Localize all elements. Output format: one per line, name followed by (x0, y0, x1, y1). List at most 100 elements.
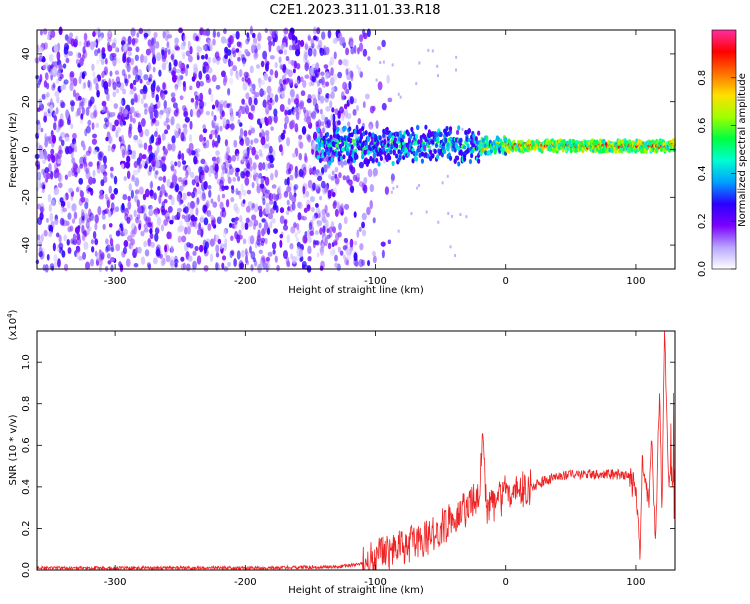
heatmap-noise-cell (75, 187, 80, 193)
heatmap-noise-cell (207, 39, 212, 47)
heatmap-noise-cell (107, 210, 112, 218)
heatmap-signal-cell (409, 134, 413, 140)
heatmap-signal-cell (338, 143, 342, 150)
heatmap-noise-cell (103, 117, 109, 123)
heatmap-noise-cell (116, 81, 122, 88)
heatmap-noise-cell (386, 74, 390, 84)
heatmap-noise-cell (95, 83, 99, 92)
heatmap-noise-cell (132, 117, 136, 124)
y-tick-label: -40 (21, 237, 32, 253)
heatmap-noise-cell (154, 170, 158, 179)
heatmap-noise-cell (229, 77, 234, 85)
heatmap-noise-cell (76, 110, 80, 116)
heatmap-noise-cell (102, 223, 106, 230)
heatmap-noise-cell (295, 44, 301, 54)
heatmap-noise-cell (146, 262, 151, 268)
heatmap-signal-cell (414, 134, 419, 140)
heatmap-noise-cell (342, 254, 346, 260)
heatmap-signal-cell (417, 139, 421, 145)
heatmap-noise-cell (38, 47, 44, 53)
heatmap-noise-cell (153, 131, 158, 138)
heatmap-noise-cell (55, 107, 59, 115)
heatmap-noise-cell (129, 82, 134, 90)
heatmap-noise-cell (396, 185, 399, 189)
heatmap-noise-cell (170, 160, 174, 167)
heatmap-noise-cell (82, 234, 86, 242)
heatmap-noise-cell (59, 217, 65, 226)
heatmap-noise-cell (165, 212, 169, 220)
heatmap-noise-cell (451, 214, 454, 218)
heatmap-noise-cell (238, 234, 243, 240)
heatmap-noise-cell (177, 176, 183, 183)
colorbar-gradient (711, 29, 737, 270)
heatmap-noise-cell (158, 69, 162, 77)
heatmap-noise-cell (357, 118, 362, 125)
heatmap-noise-cell (126, 155, 131, 163)
heatmap-noise-cell (290, 119, 296, 129)
heatmap-noise-cell (367, 168, 373, 178)
heatmap-signal-cell (327, 151, 331, 157)
heatmap-noise-cell (250, 139, 254, 146)
heatmap-noise-cell (242, 58, 246, 65)
y-tick-label: 0.0 (21, 562, 32, 578)
heatmap-noise-cell (100, 179, 105, 187)
heatmap-noise-cell (285, 209, 290, 216)
heatmap-noise-cell (126, 56, 132, 64)
heatmap-noise-cell (356, 229, 360, 238)
heatmap-noise-cell (320, 76, 325, 86)
heatmap-noise-cell (220, 171, 224, 181)
heatmap-noise-cell (310, 207, 315, 213)
heatmap-noise-cell (173, 109, 178, 116)
heatmap-noise-cell (249, 235, 255, 245)
heatmap-noise-cell (352, 109, 357, 116)
heatmap-signal-cell (361, 125, 365, 132)
heatmap-noise-cell (92, 169, 96, 178)
heatmap-noise-cell (207, 184, 212, 190)
heatmap-noise-cell (301, 126, 307, 135)
heatmap-noise-cell (176, 193, 181, 203)
heatmap-noise-cell (98, 259, 103, 266)
heatmap-noise-cell (99, 263, 102, 273)
heatmap-noise-cell (244, 48, 249, 55)
heatmap-noise-cell (150, 241, 156, 248)
heatmap-noise-cell (399, 95, 402, 99)
heatmap-noise-cell (227, 88, 231, 96)
heatmap-signal-cell (342, 154, 346, 160)
heatmap-noise-cell (119, 99, 124, 106)
heatmap-noise-cell (234, 171, 239, 177)
heatmap-signal-cell (391, 160, 395, 167)
heatmap-noise-cell (98, 193, 104, 200)
heatmap-noise-cell (265, 133, 270, 142)
heatmap-noise-cell (121, 97, 126, 106)
heatmap-signal-cell (528, 139, 532, 145)
heatmap-noise-cell (137, 205, 143, 214)
heatmap-noise-cell (210, 93, 214, 103)
heatmap-noise-cell (340, 160, 344, 168)
heatmap-noise-cell (257, 32, 262, 42)
heatmap-noise-cell (199, 216, 205, 223)
heatmap-noise-cell (85, 125, 91, 134)
heatmap-noise-cell (84, 213, 89, 222)
heatmap-noise-cell (229, 68, 234, 77)
heatmap-noise-cell (109, 70, 113, 77)
heatmap-noise-cell (169, 259, 175, 267)
heatmap-noise-cell (216, 216, 222, 225)
heatmap-noise-cell (265, 109, 269, 116)
heatmap-noise-cell (318, 39, 323, 49)
heatmap-signal-cell (472, 133, 476, 139)
heatmap-noise-cell (81, 82, 86, 90)
heatmap-noise-cell (203, 180, 208, 190)
heatmap-noise-cell (309, 66, 314, 76)
heatmap-noise-cell (133, 134, 139, 141)
heatmap-noise-cell (280, 83, 286, 92)
heatmap-noise-cell (212, 201, 218, 208)
heatmap-noise-cell (181, 104, 187, 112)
heatmap-noise-cell (290, 96, 295, 103)
heatmap-noise-cell (349, 96, 354, 105)
heatmap-noise-cell (332, 248, 336, 255)
heatmap-noise-cell (144, 249, 150, 257)
heatmap-noise-cell (298, 168, 304, 178)
heatmap-noise-cell (58, 26, 63, 36)
heatmap-noise-cell (328, 226, 334, 233)
heatmap-noise-cell (136, 157, 141, 166)
